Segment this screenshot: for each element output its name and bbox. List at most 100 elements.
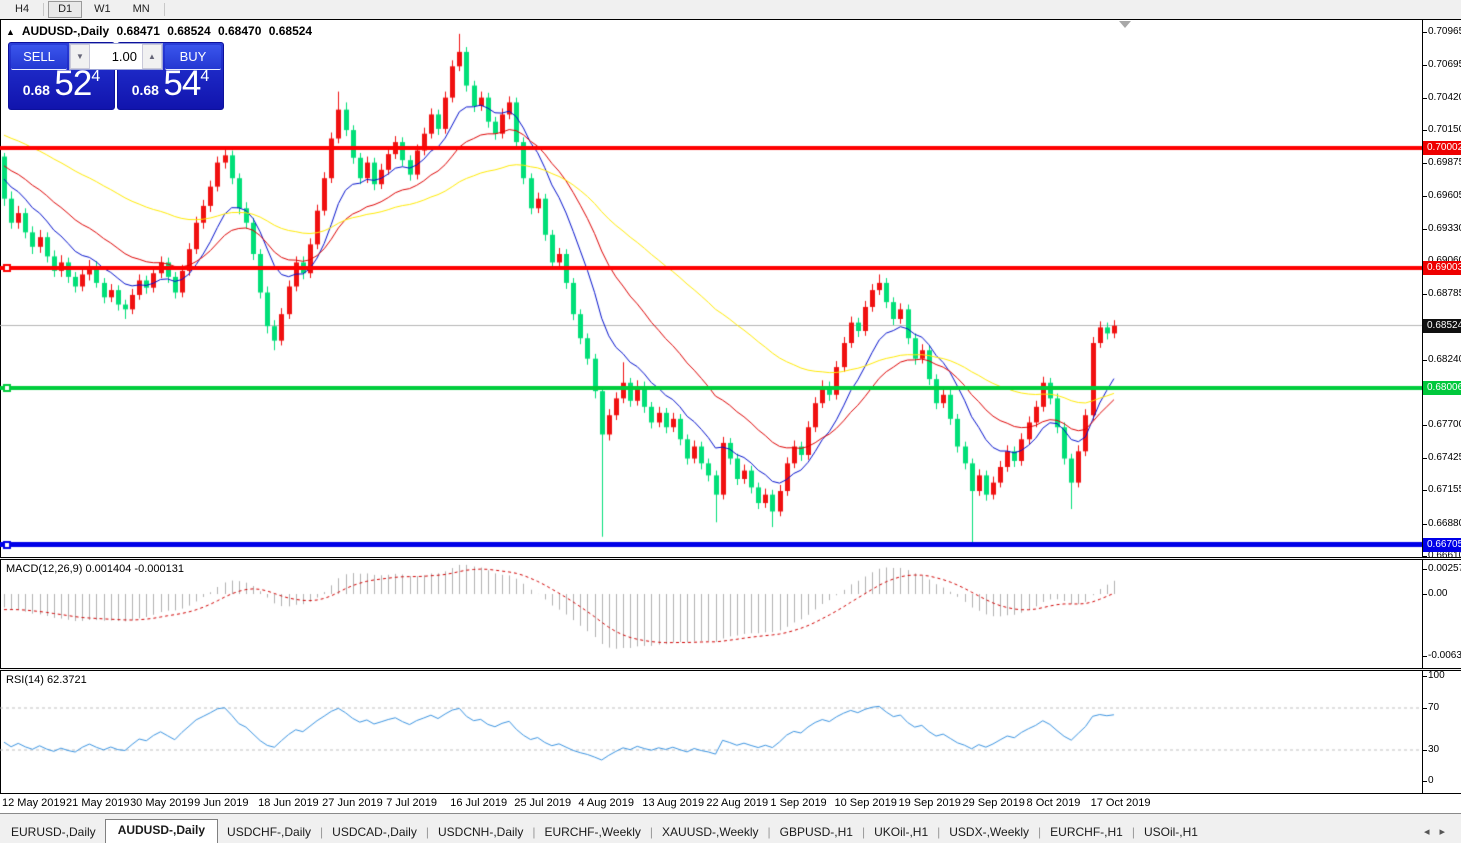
- price-tick-label: 0.70965: [1428, 26, 1461, 38]
- separator-gap-2: [0, 669, 1461, 670]
- price-tick-dash: [1422, 195, 1427, 197]
- price-tick-label: 0.67155: [1428, 484, 1461, 496]
- date-label: 21 May 2019: [66, 797, 130, 809]
- rsi-tick-dash: [1422, 749, 1427, 751]
- rsi-tick-dash: [1422, 707, 1427, 709]
- price-tick-dash: [1422, 64, 1427, 66]
- tab-separator: |: [1131, 825, 1135, 839]
- price-tick-label: 0.67425: [1428, 451, 1461, 463]
- date-label: 13 Aug 2019: [642, 797, 705, 809]
- timeframe-button-h4[interactable]: H4: [15, 3, 30, 15]
- symbol-tab-bar: EURUSD-,Daily AUDUSD-,Daily USDCHF-,Daily |…: [2, 819, 1207, 843]
- macd-top-border: [0, 559, 1461, 560]
- price-tick-label: 0.70150: [1428, 124, 1461, 136]
- buy-price-big: 54: [163, 64, 201, 103]
- rsi-tick-label: 100: [1428, 670, 1445, 681]
- chart-top-border: [0, 19, 1461, 20]
- tab-usdx-weekly[interactable]: USDX-,Weekly: [949, 825, 1030, 839]
- buy-card: BUY 0.68 544: [117, 42, 224, 110]
- macd-rsi-separator[interactable]: [0, 668, 1461, 669]
- tab-separator: |: [425, 825, 429, 839]
- main-chart-canvas[interactable]: [0, 20, 1422, 556]
- toolbar-separator: [43, 3, 45, 16]
- price-tag-0.68524: 0.68524: [1423, 318, 1461, 333]
- timeframe-button-d1[interactable]: D1: [48, 1, 83, 18]
- tab-separator: |: [532, 825, 536, 839]
- tab-scroll-arrows: ◂▸: [1424, 825, 1455, 838]
- timeframe-button-w1[interactable]: W1: [94, 3, 111, 15]
- price-tick-label: 0.69330: [1428, 222, 1461, 234]
- date-label: 17 Oct 2019: [1090, 797, 1151, 809]
- date-label: 18 Jun 2019: [258, 797, 319, 809]
- price-tag-0.70002: 0.70002: [1423, 140, 1461, 155]
- symbol-name: AUDUSD-,Daily: [21, 24, 110, 38]
- tab-ukoil-h1[interactable]: UKOil-,H1: [874, 825, 929, 839]
- price-tag-0.66705: 0.66705: [1423, 537, 1461, 552]
- price-tick-label: 0.70420: [1428, 91, 1461, 103]
- tab-separator: |: [1038, 825, 1042, 839]
- macd-tick-dash: [1422, 594, 1427, 596]
- sell-price-prefix: 0.68: [22, 82, 50, 98]
- price-tag-0.69003: 0.69003: [1423, 261, 1461, 276]
- bottom-chrome: EURUSD-,Daily AUDUSD-,Daily USDCHF-,Daily |…: [0, 813, 1461, 843]
- date-label: 8 Oct 2019: [1026, 797, 1081, 809]
- rsi-tick-label: 30: [1428, 743, 1440, 755]
- price-tick-dash: [1422, 228, 1427, 230]
- price-tick-dash: [1422, 130, 1427, 132]
- volume-increase-button[interactable]: ▲: [142, 44, 162, 69]
- timeframe-toolbar: H4 D1 W1 MN: [0, 0, 1461, 19]
- tab-gbpusd-h1[interactable]: GBPUSD-,H1: [779, 825, 853, 839]
- macd-tick-label: 0.00: [1428, 588, 1448, 600]
- tab-scroll-left-icon[interactable]: ◂: [1423, 826, 1440, 838]
- chart-bottom-border: [0, 793, 1461, 794]
- tab-audusd-daily[interactable]: AUDUSD-,Daily: [104, 819, 219, 843]
- rsi-tick-label: 70: [1428, 701, 1440, 713]
- tab-eurchf-h1[interactable]: EURCHF-,H1: [1050, 825, 1123, 839]
- date-label: 29 Sep 2019: [962, 797, 1025, 809]
- rsi-top-border: [0, 670, 1461, 671]
- macd-indicator-canvas[interactable]: [0, 560, 1422, 667]
- sell-price: 0.68 524: [9, 64, 114, 104]
- rsi-indicator-canvas[interactable]: [0, 671, 1422, 792]
- timeframe-button-mn[interactable]: MN: [132, 3, 150, 15]
- tab-separator: |: [937, 825, 941, 839]
- price-axis-separator: [1422, 19, 1423, 793]
- price-tick-dash: [1422, 163, 1427, 165]
- volume-input[interactable]: [90, 44, 142, 69]
- buy-button[interactable]: BUY: [165, 45, 221, 70]
- price-tick-dash: [1422, 97, 1427, 99]
- price-tick-label: 0.69875: [1428, 157, 1461, 169]
- tab-scroll-right-icon[interactable]: ▸: [1439, 826, 1455, 838]
- date-label: 19 Sep 2019: [898, 797, 961, 809]
- tab-eurusd-daily[interactable]: EURUSD-,Daily: [11, 825, 96, 839]
- tab-usdcad-daily[interactable]: USDCAD-,Daily: [332, 825, 417, 839]
- date-label: 16 Jul 2019: [450, 797, 508, 809]
- volume-control: ▼ ▲: [69, 43, 163, 70]
- rsi-label: RSI(14) 62.3721: [6, 674, 87, 686]
- date-label: 9 Jun 2019: [194, 797, 249, 809]
- price-tick-label: 0.66880: [1428, 517, 1461, 529]
- sell-button[interactable]: SELL: [11, 45, 67, 70]
- price-tick-dash: [1422, 556, 1427, 557]
- macd-tick-label: 0.002574: [1428, 563, 1461, 574]
- tab-usdcnh-daily[interactable]: USDCNH-,Daily: [437, 825, 524, 839]
- price-tag-0.68006: 0.68006: [1423, 381, 1461, 396]
- price-tick-dash: [1422, 294, 1427, 296]
- price-tick-dash: [1422, 32, 1427, 34]
- main-macd-separator[interactable]: [0, 557, 1461, 558]
- buy-price-pip: 4: [200, 68, 210, 85]
- rsi-tick-dash: [1422, 676, 1427, 677]
- tab-separator: |: [861, 825, 866, 839]
- price-tick-dash: [1422, 490, 1427, 492]
- sell-price-pip: 4: [91, 68, 101, 85]
- tab-separator: |: [649, 825, 654, 839]
- volume-decrease-button[interactable]: ▼: [70, 44, 90, 69]
- tab-usoil-h1[interactable]: USOil-,H1: [1143, 825, 1198, 839]
- price-tick-dash: [1422, 523, 1427, 525]
- tab-usdchf-daily[interactable]: USDCHF-,Daily: [227, 825, 312, 839]
- tab-separator: |: [767, 825, 771, 839]
- tab-eurchf-weekly[interactable]: EURCHF-,Weekly: [544, 825, 641, 839]
- one-click-trading-panel: SELL 0.68 524 BUY 0.68 544 ▼ ▲: [8, 42, 224, 110]
- tab-xauusd-weekly[interactable]: XAUUSD-,Weekly: [662, 825, 759, 839]
